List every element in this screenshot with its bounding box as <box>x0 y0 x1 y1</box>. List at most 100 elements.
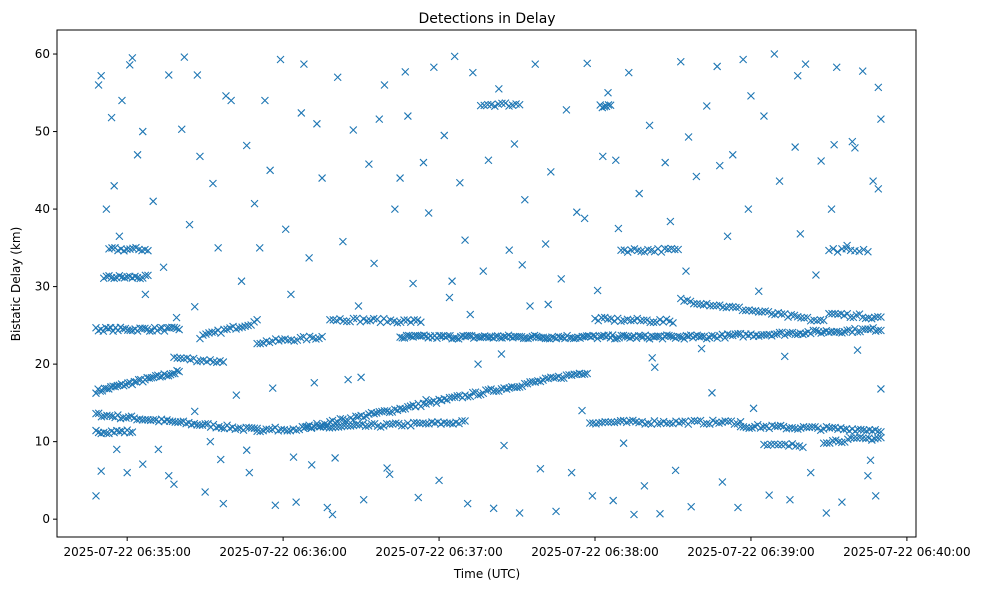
scatter-point <box>630 510 638 519</box>
track-point <box>96 387 105 395</box>
track-point <box>277 425 286 434</box>
track-point <box>831 309 839 318</box>
track-point <box>601 417 610 426</box>
track-point <box>759 422 768 431</box>
scatter-point <box>390 205 399 213</box>
y-axis-label: Bistatic Delay (km) <box>9 227 23 342</box>
scatter-point <box>598 152 607 161</box>
chart-title: Detections in Delay <box>418 11 555 27</box>
x-tick-label: 2025-07-22 06:35:00 <box>63 545 190 559</box>
y-axis: 0 10 20 30 40 50 60 <box>35 47 57 526</box>
scatter-point <box>832 63 841 72</box>
scatter-point <box>357 373 365 382</box>
x-tick-label: 2025-07-22 06:38:00 <box>531 545 658 559</box>
scatter-point <box>864 471 872 480</box>
scatter-point <box>180 53 189 62</box>
scatter-point <box>786 495 794 504</box>
track-point <box>669 319 677 327</box>
scatter-point <box>185 220 194 229</box>
scatter-point <box>138 460 147 469</box>
scatter-point <box>796 229 805 238</box>
track-point <box>515 100 524 109</box>
scatter-point <box>578 406 586 415</box>
track-point <box>853 327 862 336</box>
scatter-point <box>747 92 755 100</box>
track-point <box>738 306 747 315</box>
track-point <box>686 297 695 306</box>
track-point <box>670 245 679 254</box>
x-axis: 2025-07-22 06:35:00 2025-07-22 06:36:00 20… <box>63 537 971 559</box>
scatter-point <box>541 240 550 248</box>
scatter-point <box>268 384 277 393</box>
track-point <box>730 420 739 429</box>
track-point <box>667 332 676 341</box>
track-point <box>446 419 454 428</box>
scatter-point <box>827 205 836 213</box>
scatter-point <box>739 55 748 64</box>
track-point <box>724 417 733 426</box>
scatter-point <box>97 71 106 80</box>
scatter-point <box>245 468 254 477</box>
track-point <box>799 330 807 339</box>
track-point <box>858 434 867 442</box>
track-point <box>144 271 152 280</box>
scatter-point <box>479 267 488 275</box>
track-point <box>626 316 635 325</box>
plot-frame <box>56 29 917 538</box>
track-point <box>606 101 615 110</box>
track-point <box>693 299 701 308</box>
scatter-point <box>422 395 430 404</box>
track-point <box>156 372 164 381</box>
scatter-point <box>110 181 119 190</box>
scatter-point <box>242 141 251 150</box>
scatter-point <box>580 214 589 223</box>
scatter-point <box>429 63 438 72</box>
scatter-point <box>214 243 223 252</box>
track-point <box>125 428 134 437</box>
scatter-point <box>692 172 701 181</box>
track-point <box>130 377 139 386</box>
track-point <box>283 426 292 435</box>
scatter-point <box>697 344 706 353</box>
track-point <box>874 434 882 442</box>
track-point <box>403 402 412 411</box>
track-point <box>244 321 252 330</box>
scatter-point <box>650 363 659 372</box>
scatter-point <box>817 157 826 165</box>
track-point <box>800 314 809 322</box>
track-point <box>341 416 350 425</box>
track-point <box>770 330 779 339</box>
track-point <box>761 307 770 316</box>
track-point <box>440 394 449 403</box>
track-point <box>219 358 228 366</box>
track-point <box>458 416 466 425</box>
scatter-point <box>780 352 789 361</box>
track-point <box>217 424 226 432</box>
scatter-point <box>661 158 670 167</box>
track-point <box>120 273 129 282</box>
track-point <box>490 102 499 111</box>
x-tick-label: 2025-07-22 06:40:00 <box>843 545 970 559</box>
track-point <box>102 429 111 438</box>
track-point <box>92 409 100 418</box>
track-point <box>643 316 651 324</box>
track-point <box>702 334 711 343</box>
track-point <box>391 419 400 427</box>
track-point <box>556 333 565 342</box>
track-point <box>450 393 459 402</box>
scatter-point <box>583 59 592 68</box>
track-point <box>448 393 456 402</box>
track-point <box>687 417 696 425</box>
track-point <box>416 318 425 327</box>
track-point <box>92 389 100 398</box>
scatter-point <box>466 310 475 319</box>
track-point <box>597 313 606 322</box>
scatter-point <box>112 445 121 454</box>
track-point <box>307 423 316 432</box>
track-point <box>432 399 441 407</box>
track-point <box>483 100 492 109</box>
scatter-point <box>572 208 581 217</box>
track-point <box>791 442 800 450</box>
scatter-point <box>149 197 158 206</box>
scatter-point <box>656 509 664 518</box>
